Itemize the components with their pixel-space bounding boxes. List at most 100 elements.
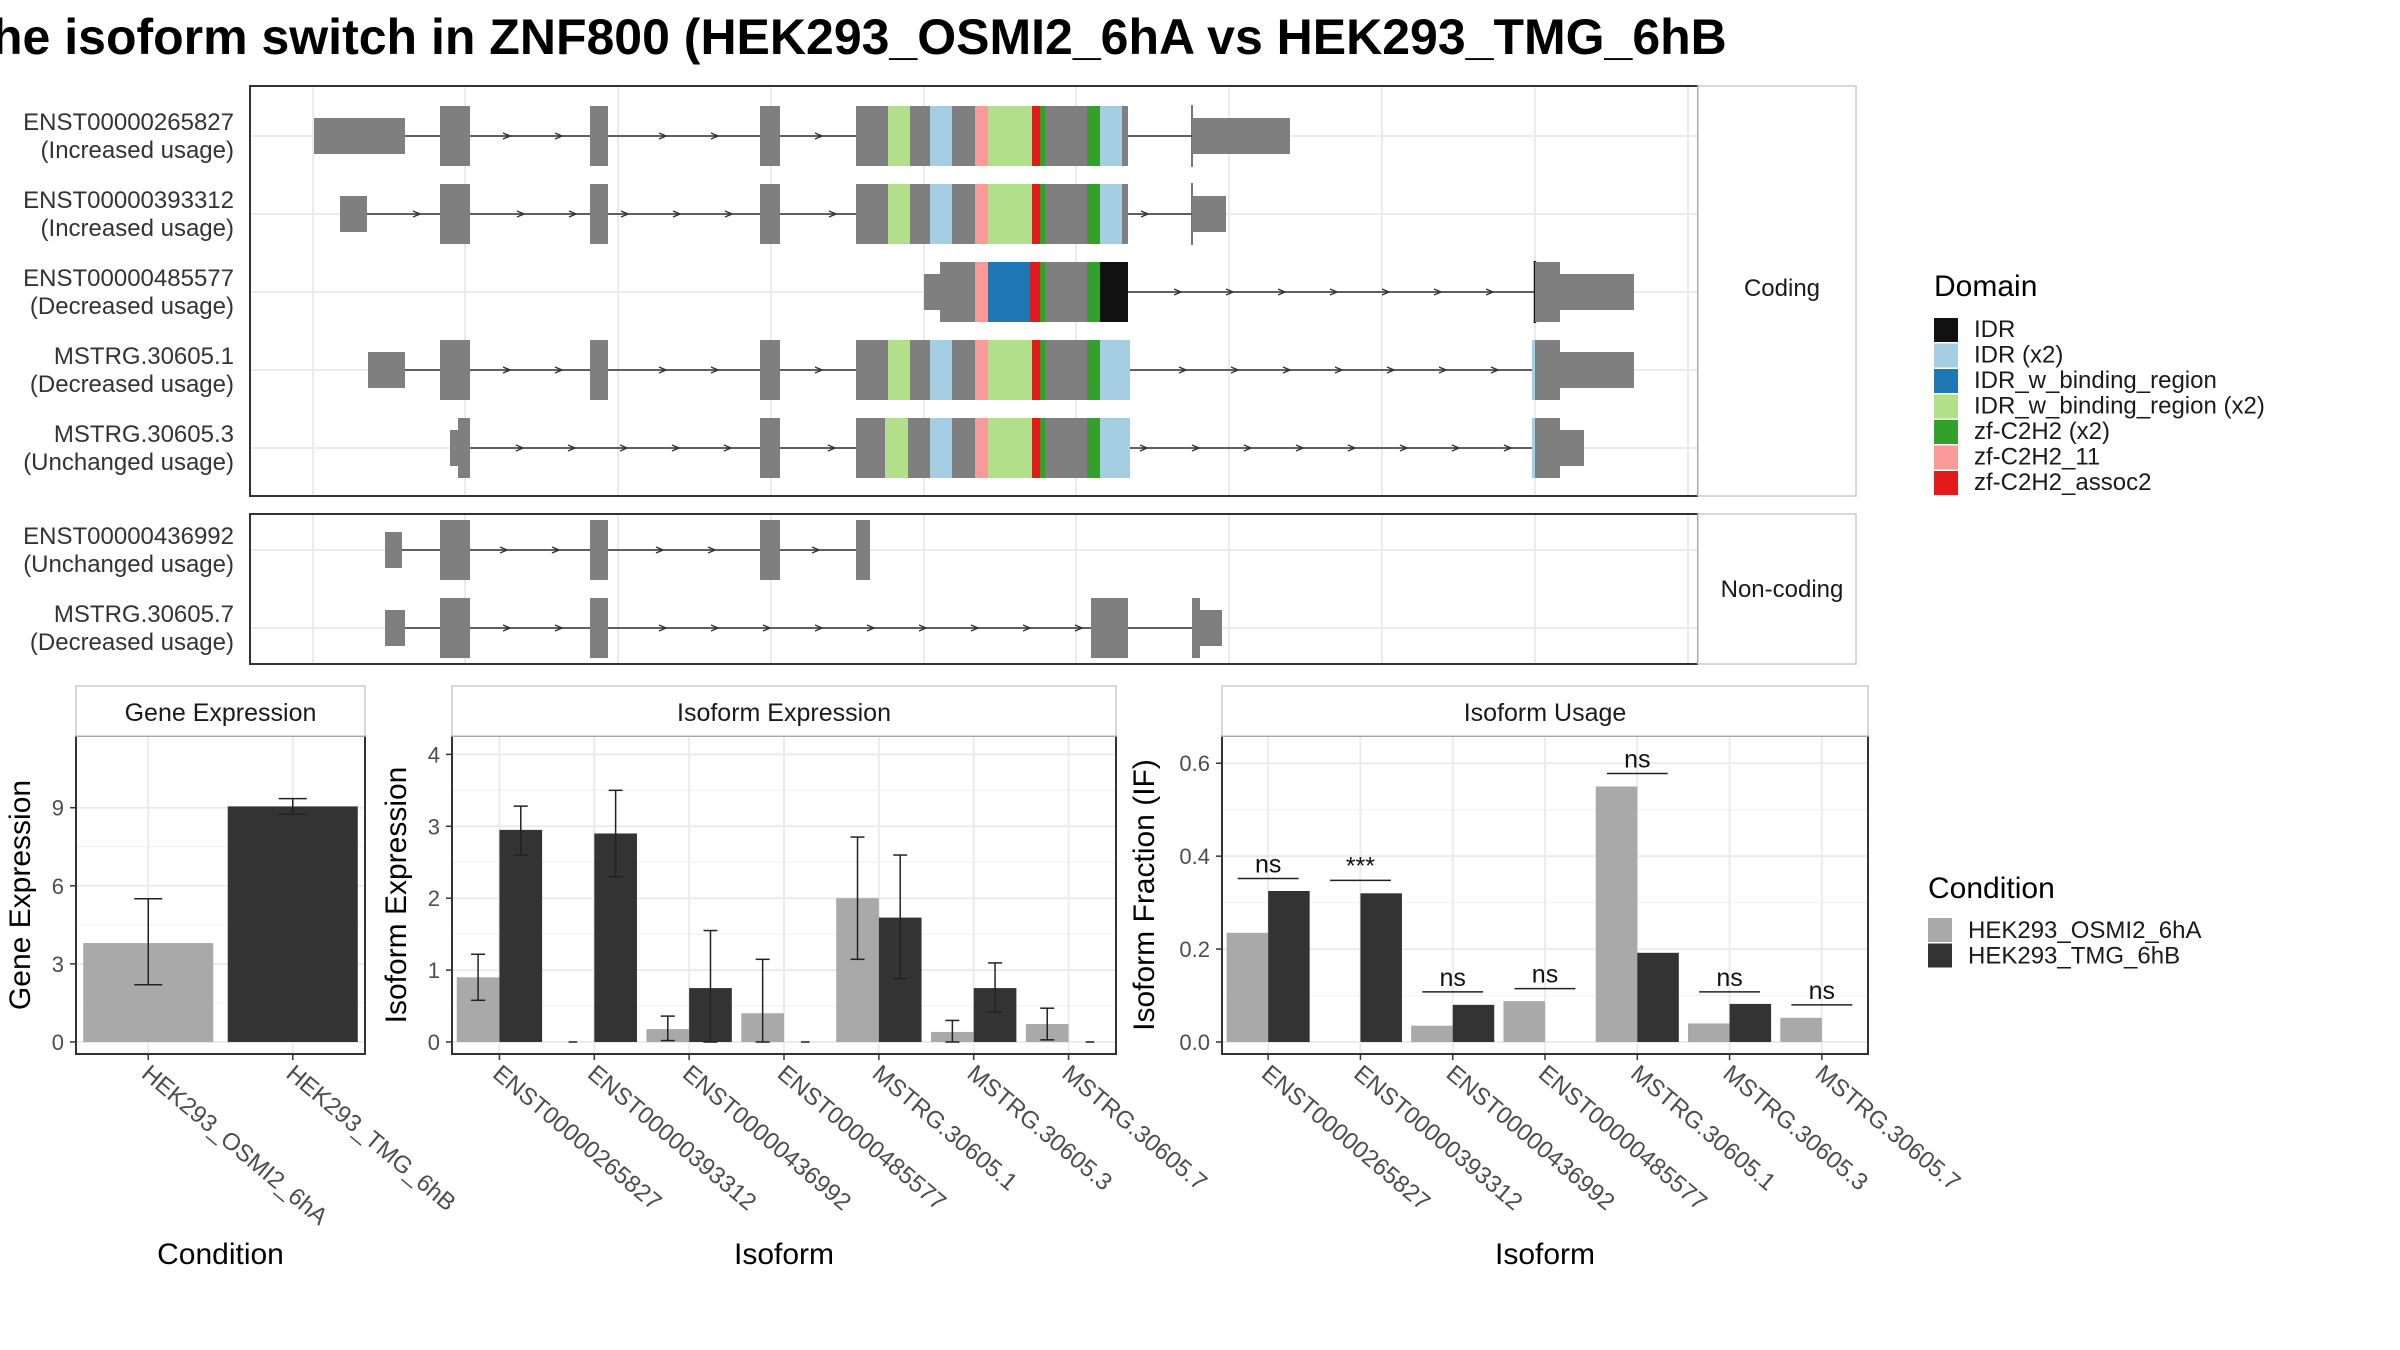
exon-block xyxy=(952,106,975,166)
condition-legend-key xyxy=(1928,943,1952,968)
domain-legend-label: IDR xyxy=(1974,316,2015,343)
transcript-id-label: MSTRG.30605.3 xyxy=(54,421,234,448)
intron-direction-arrow xyxy=(1173,288,1183,296)
x-tick-label: ENST00000485577 xyxy=(772,1060,951,1216)
facet-strip-box xyxy=(75,685,366,737)
exon-block xyxy=(1060,184,1087,244)
intron-direction-arrow xyxy=(551,546,561,554)
y-tick-label: 1 xyxy=(428,958,440,983)
exon-block xyxy=(590,106,608,166)
exon-block xyxy=(1045,340,1060,400)
exon-block xyxy=(590,184,608,244)
chart-title: Isoform Expression xyxy=(677,699,891,727)
exon-block xyxy=(760,340,780,400)
exon-block xyxy=(368,352,405,388)
intron-direction-arrow xyxy=(723,444,733,452)
intron-direction-arrow xyxy=(1438,366,1448,374)
significance-label: ns xyxy=(1532,961,1558,989)
structure-strip-box xyxy=(1697,85,1857,497)
domain-segment xyxy=(975,106,988,166)
intron-direction-arrow xyxy=(1282,366,1292,374)
domain-legend-key xyxy=(1934,471,1958,495)
y-tick-label: 6 xyxy=(52,874,64,899)
domain-segment xyxy=(1532,340,1535,400)
exon-block xyxy=(590,340,608,400)
intron-direction-arrow xyxy=(811,546,821,554)
intron-direction-arrow xyxy=(1022,624,1032,632)
exon-block xyxy=(1560,352,1634,388)
domain-segment xyxy=(1100,184,1122,244)
domain-legend-title: Domain xyxy=(1934,270,2037,303)
y-tick-label: 0.0 xyxy=(1179,1030,1210,1055)
domain-segment xyxy=(988,184,1032,244)
intron-direction-arrow xyxy=(1334,366,1344,374)
domain-segment xyxy=(930,184,952,244)
exon-block xyxy=(440,184,458,244)
significance-label: ns xyxy=(1440,964,1466,992)
y-axis-label: Gene Expression xyxy=(4,780,37,1010)
intron-direction-arrow xyxy=(1451,444,1461,452)
exon-block xyxy=(458,520,470,580)
exon-block xyxy=(910,106,930,166)
strip-label-coding: Coding xyxy=(1744,275,1820,302)
transcript-id-label: ENST00000485577 xyxy=(23,265,234,292)
transcript-usage-label: (Increased usage) xyxy=(41,215,234,242)
domain-segment xyxy=(1087,184,1100,244)
intron-direction-arrow xyxy=(554,366,564,374)
intron-direction-arrow xyxy=(502,624,512,632)
exon-block xyxy=(924,274,940,310)
domain-legend-label: zf-C2H2 (x2) xyxy=(1974,418,2110,445)
exon-block xyxy=(440,520,458,580)
exon-block xyxy=(1560,430,1584,466)
y-tick-label: 3 xyxy=(428,814,440,839)
isoform-usage-chart: ns *** ns ns ns ns ns Isoform Usage 0.0 0.2 0.4 0.6… xyxy=(1128,685,1965,1271)
x-axis-label: Isoform xyxy=(1495,1238,1595,1271)
bar-condition-a xyxy=(1411,1025,1453,1042)
x-tick-label: ENST00000393312 xyxy=(582,1060,761,1216)
domain-segment xyxy=(988,418,1032,478)
domain-segment xyxy=(1087,418,1100,478)
intron-direction-arrow xyxy=(658,132,668,140)
y-axis-label: Isoform Expression xyxy=(380,767,413,1024)
exon-block xyxy=(1060,106,1087,166)
intron-direction-arrow xyxy=(1399,444,1409,452)
exon-block xyxy=(856,340,888,400)
domain-legend-label: IDR (x2) xyxy=(1974,342,2063,369)
domain-segment xyxy=(930,106,952,166)
domain-legend-key xyxy=(1934,394,1958,419)
exon-block xyxy=(458,340,470,400)
condition-legend-title: Condition xyxy=(1928,872,2055,905)
exon-block xyxy=(760,106,780,166)
intron-direction-arrow xyxy=(1503,444,1513,452)
significance-label: ns xyxy=(1624,745,1650,773)
chart-title: Gene Expression xyxy=(125,699,317,727)
exon-block xyxy=(760,520,780,580)
facet-strip-box xyxy=(451,685,1117,737)
exon-block xyxy=(440,340,458,400)
bar-condition-b xyxy=(1360,893,1402,1042)
intron-direction-arrow xyxy=(814,132,824,140)
domain-segment xyxy=(888,340,910,400)
exon-block xyxy=(458,418,470,478)
y-tick-label: 2 xyxy=(428,886,440,911)
domain-segment xyxy=(1032,340,1040,400)
isoform-expression-chart: Isoform Expression 0 1 2 3 4 Isoform Expressio… xyxy=(380,685,1212,1271)
domain-segment xyxy=(1032,106,1040,166)
domain-segment xyxy=(1100,418,1130,478)
intron-direction-arrow xyxy=(671,444,681,452)
domain-segment xyxy=(930,418,952,478)
exon-block xyxy=(440,106,458,166)
x-tick-label: ENST00000265827 xyxy=(1256,1060,1435,1216)
transcript-id-label: ENST00000265827 xyxy=(23,109,234,136)
intron-direction-arrow xyxy=(620,210,630,218)
domain-segment xyxy=(988,106,1032,166)
domain-legend-label: zf-C2H2_11 xyxy=(1974,444,2100,471)
exon-block xyxy=(856,106,888,166)
domain-segment xyxy=(1100,340,1130,400)
intron-direction-arrow xyxy=(827,444,837,452)
intron-direction-arrow xyxy=(710,132,720,140)
intron-direction-arrow xyxy=(1295,444,1305,452)
domain-segment xyxy=(1032,184,1040,244)
domain-segment xyxy=(1040,418,1045,478)
domain-segment xyxy=(1087,340,1100,400)
